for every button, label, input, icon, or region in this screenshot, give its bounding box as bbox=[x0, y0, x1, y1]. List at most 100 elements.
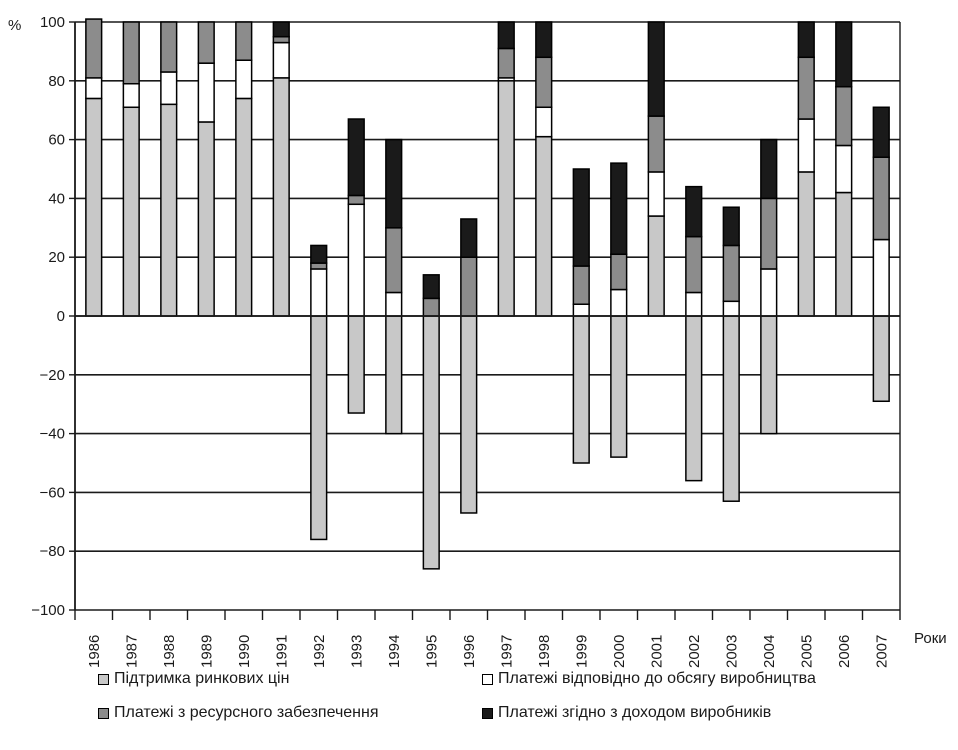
bar-2004-series-3 bbox=[760, 138, 778, 200]
x-tick-label: 2006 bbox=[836, 635, 853, 668]
y-tick-label: 80 bbox=[48, 73, 65, 90]
legend-item-input-payments: Платежі з ресурсного забезпечення bbox=[98, 704, 379, 722]
bar-1999-series-0 bbox=[572, 315, 590, 464]
x-tick-label: 2000 bbox=[611, 635, 628, 668]
bar-2006-series-2 bbox=[835, 85, 853, 147]
bar-1989-series-2 bbox=[197, 21, 215, 64]
legend-item-output-payments: Платежі відповідно до обсягу виробництва bbox=[482, 670, 816, 688]
legend-label: Платежі згідно з доходом виробників bbox=[498, 704, 772, 721]
bar-1993-series-3 bbox=[347, 118, 365, 197]
bar-1996-series-0 bbox=[460, 315, 478, 514]
bar-2002-series-2 bbox=[685, 235, 703, 294]
bar-2006-series-3 bbox=[835, 21, 853, 88]
bar-1994-series-1 bbox=[385, 291, 403, 317]
bar-1989-series-1 bbox=[197, 62, 215, 123]
bar-2003-series-2 bbox=[722, 244, 740, 303]
bar-1992-series-1 bbox=[310, 268, 328, 317]
bar-2004-series-2 bbox=[760, 197, 778, 270]
bar-2000-series-0 bbox=[610, 315, 628, 458]
bar-2007-series-0 bbox=[872, 315, 890, 403]
y-tick-label: 100 bbox=[40, 14, 65, 31]
bar-2004-series-0 bbox=[760, 315, 778, 435]
bar-1990-series-2 bbox=[235, 21, 253, 61]
bar-1986-series-2 bbox=[85, 18, 103, 79]
bar-2007-series-2 bbox=[872, 156, 890, 241]
bar-2006-series-1 bbox=[835, 144, 853, 194]
bar-1990-series-0 bbox=[235, 97, 253, 317]
bar-2003-series-3 bbox=[722, 206, 740, 247]
bar-2000-series-2 bbox=[610, 253, 628, 291]
bar-1987-series-1 bbox=[122, 82, 140, 109]
y-axis-label: % bbox=[8, 17, 21, 34]
x-tick-label: 1991 bbox=[273, 635, 290, 668]
x-tick-label: 1996 bbox=[461, 635, 478, 668]
bar-2002-series-3 bbox=[685, 185, 703, 238]
bar-2007-series-3 bbox=[872, 106, 890, 158]
bar-2003-series-0 bbox=[722, 315, 740, 502]
bar-1995-series-3 bbox=[422, 274, 440, 300]
legend-swatch-icon bbox=[482, 673, 493, 685]
x-tick-label: 2001 bbox=[648, 635, 665, 668]
y-tick-label: −80 bbox=[40, 543, 65, 560]
bar-2003-series-1 bbox=[722, 300, 740, 317]
bar-1991-series-3 bbox=[272, 21, 290, 38]
x-tick-label: 1990 bbox=[236, 635, 253, 668]
bar-1992-series-3 bbox=[310, 244, 328, 264]
bar-2007-series-1 bbox=[872, 238, 890, 317]
legend: Підтримка ринкових цін Платежі відповідн… bbox=[98, 670, 938, 740]
bar-1994-series-3 bbox=[385, 138, 403, 229]
x-tick-label: 2005 bbox=[798, 635, 815, 668]
bar-2000-series-1 bbox=[610, 288, 628, 317]
y-tick-label: 60 bbox=[48, 132, 65, 149]
x-tick-label: 2002 bbox=[686, 635, 703, 668]
x-tick-label: 1987 bbox=[123, 635, 140, 668]
bar-1995-series-0 bbox=[422, 315, 440, 570]
y-tick-label: −40 bbox=[40, 426, 65, 443]
y-axis-ticks: 100 80 60 40 20 0 −20 −40 −60 −80 −100 bbox=[31, 14, 75, 619]
bar-1998-series-3 bbox=[535, 21, 553, 59]
x-axis-label: Роки bbox=[914, 630, 947, 647]
x-tick-label: 1998 bbox=[536, 635, 553, 668]
y-tick-label: 40 bbox=[48, 190, 65, 207]
y-tick-label: −60 bbox=[40, 484, 65, 501]
bar-2005-series-1 bbox=[797, 118, 815, 173]
bar-2005-series-0 bbox=[797, 171, 815, 317]
bar-1995-series-2 bbox=[422, 297, 440, 317]
y-tick-label: 0 bbox=[57, 308, 65, 325]
bar-1993-series-2 bbox=[347, 194, 365, 206]
bar-1993-series-1 bbox=[347, 203, 365, 317]
bar-1997-series-3 bbox=[497, 21, 515, 50]
x-tick-label: 1999 bbox=[573, 635, 590, 668]
bar-1988-series-2 bbox=[160, 21, 178, 73]
x-tick-label: 2004 bbox=[761, 635, 778, 668]
legend-label: Платежі відповідно до обсягу виробництва bbox=[498, 670, 816, 687]
bar-1987-series-0 bbox=[122, 106, 140, 317]
bar-1998-series-2 bbox=[535, 56, 553, 109]
bar-1989-series-0 bbox=[197, 121, 215, 317]
legend-item-income-payments: Платежі згідно з доходом виробників bbox=[482, 704, 771, 722]
x-tick-label: 2003 bbox=[723, 635, 740, 668]
x-tick-label: 1995 bbox=[423, 635, 440, 668]
bar-1988-series-1 bbox=[160, 71, 178, 106]
bar-1991-series-2 bbox=[272, 35, 290, 44]
bar-1997-series-0 bbox=[497, 80, 515, 317]
bar-1996-series-2 bbox=[460, 256, 478, 317]
bar-2001-series-3 bbox=[647, 21, 665, 117]
bar-2002-series-0 bbox=[685, 315, 703, 482]
bars bbox=[85, 18, 890, 570]
x-axis-ticks: 1986 1987 1988 1989 1990 1991 1992 1993 1994 1995… bbox=[74, 610, 901, 668]
legend-item-market-price-support: Підтримка ринкових цін bbox=[98, 670, 289, 688]
bar-1994-series-0 bbox=[385, 315, 403, 435]
legend-swatch-icon bbox=[98, 673, 109, 685]
x-tick-label: 1986 bbox=[86, 635, 103, 668]
bar-1996-series-3 bbox=[460, 218, 478, 258]
x-tick-label: 1994 bbox=[386, 635, 403, 668]
bar-1986-series-0 bbox=[85, 97, 103, 317]
x-tick-label: 1997 bbox=[498, 635, 515, 668]
legend-label: Підтримка ринкових цін bbox=[114, 670, 290, 687]
x-tick-label: 1992 bbox=[311, 635, 328, 668]
x-tick-label: 1993 bbox=[348, 635, 365, 668]
bar-1997-series-2 bbox=[497, 47, 515, 79]
bar-1986-series-1 bbox=[85, 77, 103, 100]
